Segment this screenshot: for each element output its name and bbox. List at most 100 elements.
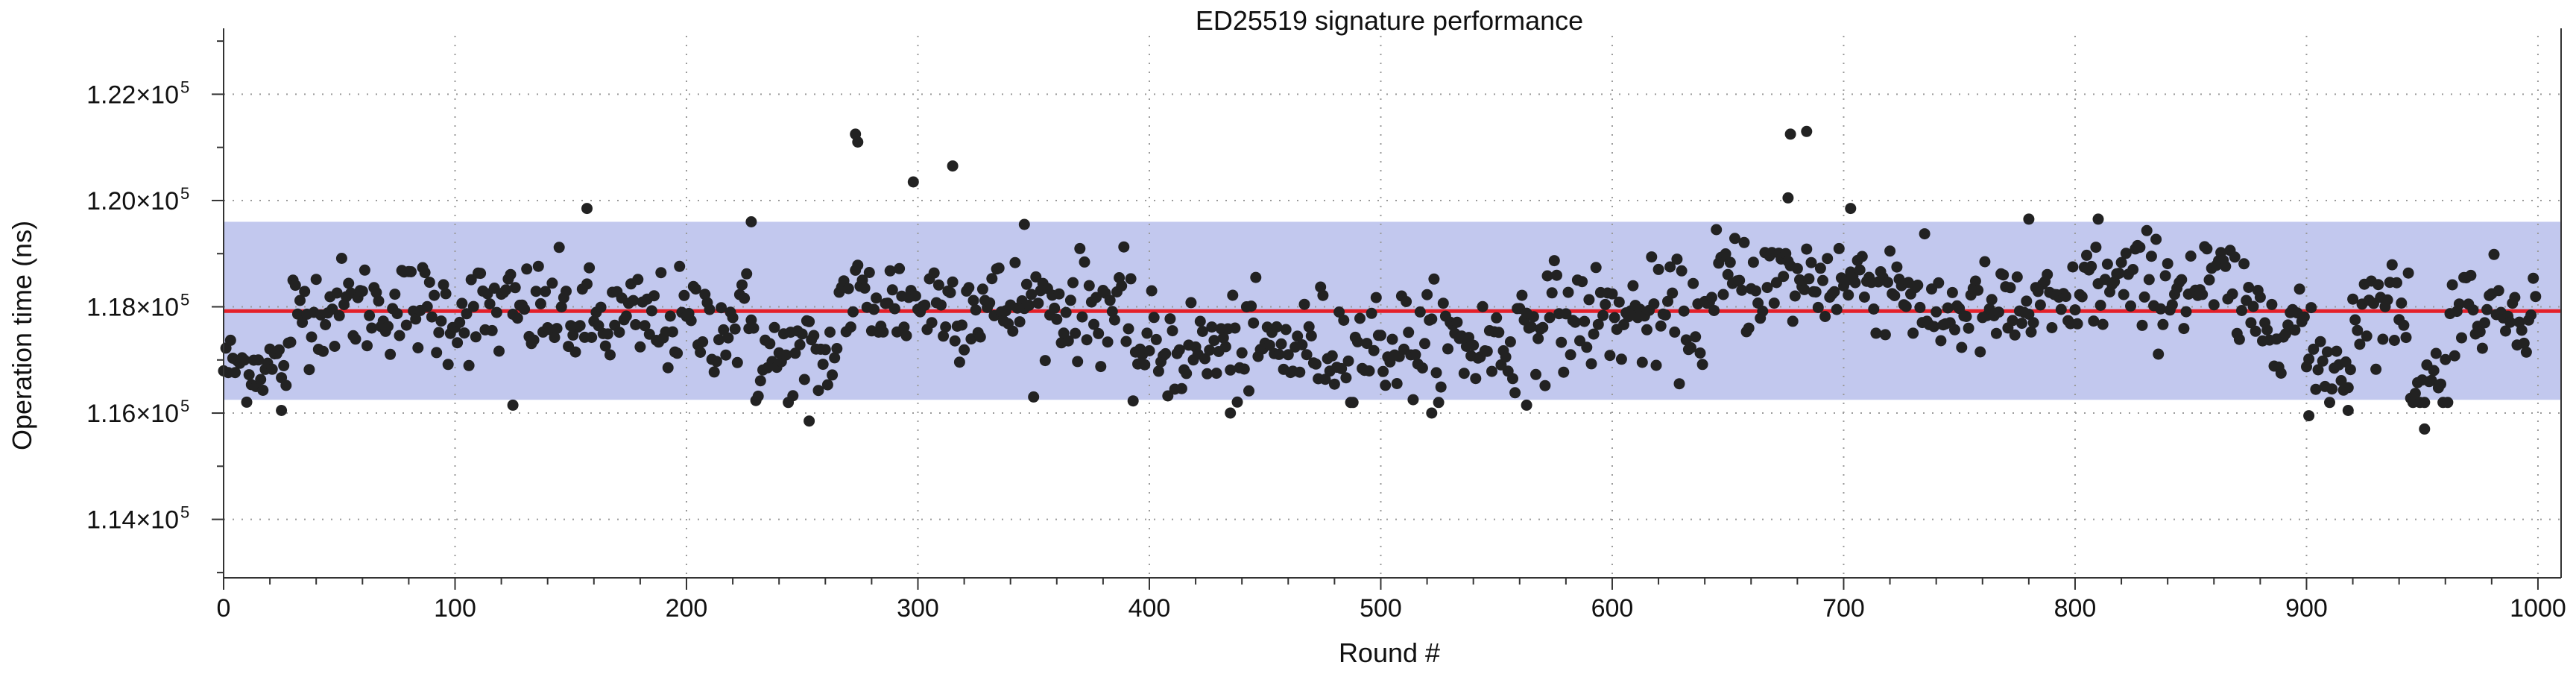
data-point	[1500, 351, 1512, 363]
data-point	[787, 390, 799, 402]
data-point	[458, 327, 470, 339]
data-point	[824, 327, 836, 338]
data-point	[2321, 346, 2333, 358]
data-point	[2236, 305, 2247, 316]
data-point	[2520, 346, 2532, 358]
data-point	[2373, 279, 2384, 291]
data-point	[2203, 274, 2215, 286]
data-point	[400, 319, 412, 331]
data-point	[1858, 292, 1870, 303]
data-point	[859, 282, 871, 294]
data-point	[289, 280, 301, 292]
data-point	[926, 317, 938, 329]
data-point	[604, 349, 616, 361]
data-point	[1590, 262, 1602, 274]
data-point	[2127, 264, 2139, 275]
data-point	[511, 312, 523, 324]
data-point	[1782, 192, 1794, 204]
data-point	[2134, 242, 2146, 253]
data-point	[382, 321, 394, 333]
data-point	[2430, 347, 2442, 359]
data-point	[672, 347, 684, 359]
x-axis-title: Round #	[1339, 637, 1440, 668]
data-point	[586, 332, 598, 343]
data-point	[1650, 359, 1662, 371]
data-point	[697, 336, 709, 347]
data-point	[1333, 306, 1345, 318]
data-point	[871, 292, 883, 304]
data-point	[2055, 303, 2067, 315]
data-point	[1868, 303, 1880, 315]
data-point	[1292, 330, 1304, 342]
data-point	[2011, 271, 2023, 283]
data-point	[2456, 332, 2467, 344]
data-point	[1275, 338, 1287, 350]
data-point	[1194, 315, 1206, 327]
data-point	[253, 354, 265, 366]
data-point	[1020, 278, 1032, 290]
data-point	[768, 321, 780, 333]
data-point	[1974, 346, 1986, 358]
data-point	[1581, 341, 1593, 353]
data-point	[863, 267, 875, 278]
data-point	[1108, 314, 1120, 326]
data-point	[1185, 297, 1197, 309]
data-point	[2023, 213, 2035, 225]
data-point	[1900, 300, 1912, 312]
data-point	[1141, 327, 1153, 339]
data-point	[1750, 285, 1761, 297]
data-point	[630, 319, 642, 330]
data-point	[1641, 324, 1652, 336]
data-point	[1409, 349, 1421, 361]
data-point	[278, 359, 290, 371]
data-point	[2488, 248, 2500, 260]
data-point	[350, 333, 362, 345]
data-point	[2294, 283, 2305, 295]
data-point	[1437, 297, 1449, 309]
data-point	[1537, 321, 1549, 333]
data-point	[794, 338, 806, 350]
data-point	[2440, 353, 2452, 365]
data-point	[2314, 336, 2326, 347]
data-point	[754, 375, 766, 387]
x-tick-label: 600	[1591, 594, 1634, 623]
data-point	[2493, 285, 2504, 297]
data-point	[2238, 258, 2250, 270]
y-tick-exponent: 5	[180, 291, 189, 309]
data-point	[1296, 339, 1308, 350]
data-point	[1652, 263, 1664, 275]
data-point	[716, 302, 727, 314]
data-point	[1659, 309, 1671, 321]
data-point	[1451, 316, 1463, 328]
data-point	[664, 310, 676, 322]
data-point	[2042, 268, 2053, 280]
data-point	[306, 331, 318, 343]
data-point	[1204, 344, 1216, 356]
data-point	[639, 320, 651, 332]
data-point	[2419, 397, 2431, 409]
data-point	[294, 295, 306, 306]
data-point	[599, 340, 611, 352]
data-point	[2396, 297, 2408, 309]
data-point	[1678, 305, 1690, 317]
data-point	[1648, 298, 1660, 310]
data-point	[2326, 383, 2338, 395]
data-point	[521, 263, 533, 275]
data-point	[2027, 317, 2039, 329]
data-point	[1081, 334, 1093, 346]
data-point	[2275, 368, 2287, 379]
data-point	[1210, 368, 1222, 379]
data-point	[1039, 355, 1051, 367]
axes-layer	[223, 28, 2562, 579]
data-point	[1986, 294, 1998, 306]
data-point	[1072, 356, 1084, 368]
data-point	[239, 354, 250, 366]
data-point	[1028, 391, 1040, 403]
data-point	[431, 347, 443, 359]
data-point	[1743, 322, 1755, 334]
data-point	[2243, 282, 2255, 293]
data-point	[1613, 296, 1625, 308]
data-point	[1173, 344, 1185, 356]
data-point	[1527, 311, 1539, 323]
data-point	[829, 352, 841, 364]
